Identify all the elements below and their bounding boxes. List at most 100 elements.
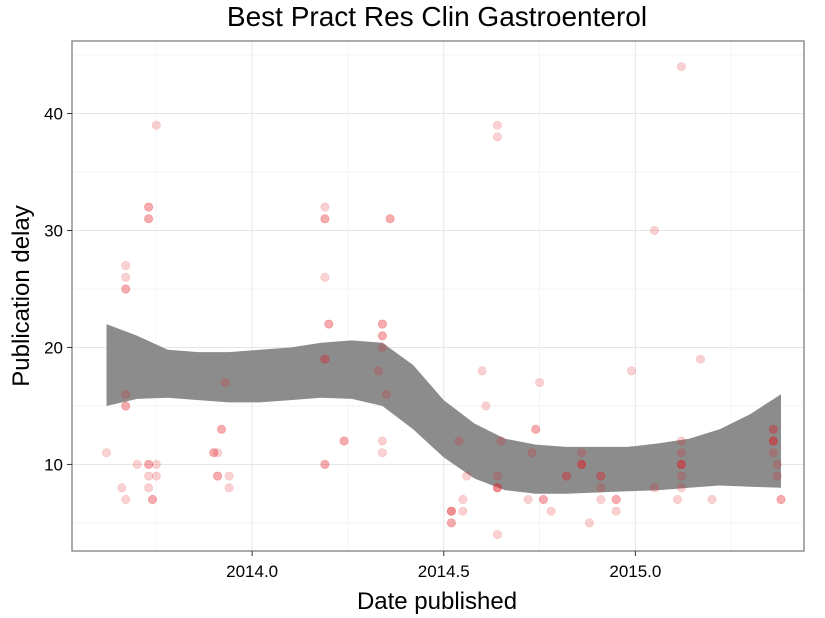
- data-point: [377, 448, 387, 458]
- data-point: [132, 459, 142, 469]
- data-points: [102, 62, 786, 540]
- data-point: [377, 331, 387, 341]
- data-point: [224, 471, 234, 481]
- data-point: [320, 354, 330, 364]
- data-point: [320, 214, 330, 224]
- y-axis-title: Publication delay: [8, 205, 35, 386]
- data-point: [209, 448, 219, 458]
- data-point: [772, 459, 782, 469]
- data-point: [596, 471, 606, 481]
- data-point: [385, 214, 395, 224]
- data-point: [324, 319, 334, 329]
- data-point: [144, 202, 154, 212]
- data-point: [676, 62, 686, 72]
- data-point: [454, 436, 464, 446]
- data-point: [768, 424, 778, 434]
- data-point: [446, 518, 456, 528]
- data-point: [611, 494, 621, 504]
- data-point: [381, 389, 391, 399]
- data-point: [339, 436, 349, 446]
- data-point: [121, 401, 131, 411]
- data-point: [121, 272, 131, 282]
- data-point: [577, 459, 587, 469]
- data-point: [151, 471, 161, 481]
- data-point: [776, 494, 786, 504]
- data-point: [377, 342, 387, 352]
- x-tick-label: 2015.0: [609, 562, 661, 581]
- data-point: [596, 483, 606, 493]
- data-point: [584, 518, 594, 528]
- data-point: [117, 483, 127, 493]
- data-point: [676, 483, 686, 493]
- data-point: [121, 401, 131, 411]
- data-point: [209, 448, 219, 458]
- data-point: [320, 459, 330, 469]
- y-tick-label: 10: [44, 455, 63, 474]
- data-point: [676, 459, 686, 469]
- data-point: [676, 448, 686, 458]
- data-point: [695, 354, 705, 364]
- plot-border: [71, 40, 805, 552]
- data-point: [707, 494, 717, 504]
- data-point: [446, 506, 456, 516]
- y-tick-label: 30: [44, 221, 63, 240]
- data-point: [596, 471, 606, 481]
- data-point: [626, 366, 636, 376]
- data-point: [768, 436, 778, 446]
- data-point: [492, 483, 502, 493]
- smooth-confidence-band: [106, 324, 781, 494]
- data-point: [144, 459, 154, 469]
- data-point: [224, 483, 234, 493]
- data-point: [320, 459, 330, 469]
- data-point: [446, 506, 456, 516]
- data-point: [121, 284, 131, 294]
- data-point: [531, 424, 541, 434]
- data-point: [324, 319, 334, 329]
- data-point: [320, 214, 330, 224]
- x-axis: 2014.0 2014.5 2015.0: [226, 551, 661, 581]
- x-axis-title: Date published: [357, 588, 517, 615]
- data-point: [339, 436, 349, 446]
- plot-area: [71, 40, 805, 552]
- data-point: [148, 494, 158, 504]
- data-point: [144, 471, 154, 481]
- data-point: [377, 331, 387, 341]
- data-point: [148, 494, 158, 504]
- data-point: [492, 120, 502, 130]
- data-point: [538, 494, 548, 504]
- data-point: [320, 354, 330, 364]
- data-point: [477, 366, 487, 376]
- data-point: [374, 366, 384, 376]
- data-point: [102, 448, 112, 458]
- data-point: [492, 530, 502, 540]
- data-point: [527, 448, 537, 458]
- data-point: [577, 459, 587, 469]
- data-point: [144, 483, 154, 493]
- y-tick-label: 40: [44, 105, 63, 124]
- data-point: [523, 494, 533, 504]
- y-axis: 10 20 30 40: [44, 105, 72, 474]
- x-tick-label: 2014.5: [418, 562, 470, 581]
- data-point: [320, 202, 330, 212]
- data-point: [538, 494, 548, 504]
- data-point: [676, 459, 686, 469]
- data-point: [676, 459, 686, 469]
- data-point: [144, 214, 154, 224]
- data-point: [561, 471, 571, 481]
- major-gridlines: [72, 41, 804, 551]
- data-point: [121, 284, 131, 294]
- data-point: [531, 424, 541, 434]
- data-point: [768, 448, 778, 458]
- data-point: [446, 518, 456, 528]
- data-point: [217, 424, 227, 434]
- data-point: [768, 424, 778, 434]
- data-point: [151, 459, 161, 469]
- data-point: [213, 471, 223, 481]
- data-point: [492, 471, 502, 481]
- data-point: [596, 494, 606, 504]
- data-point: [676, 436, 686, 446]
- data-point: [377, 319, 387, 329]
- data-point: [121, 389, 131, 399]
- data-point: [611, 494, 621, 504]
